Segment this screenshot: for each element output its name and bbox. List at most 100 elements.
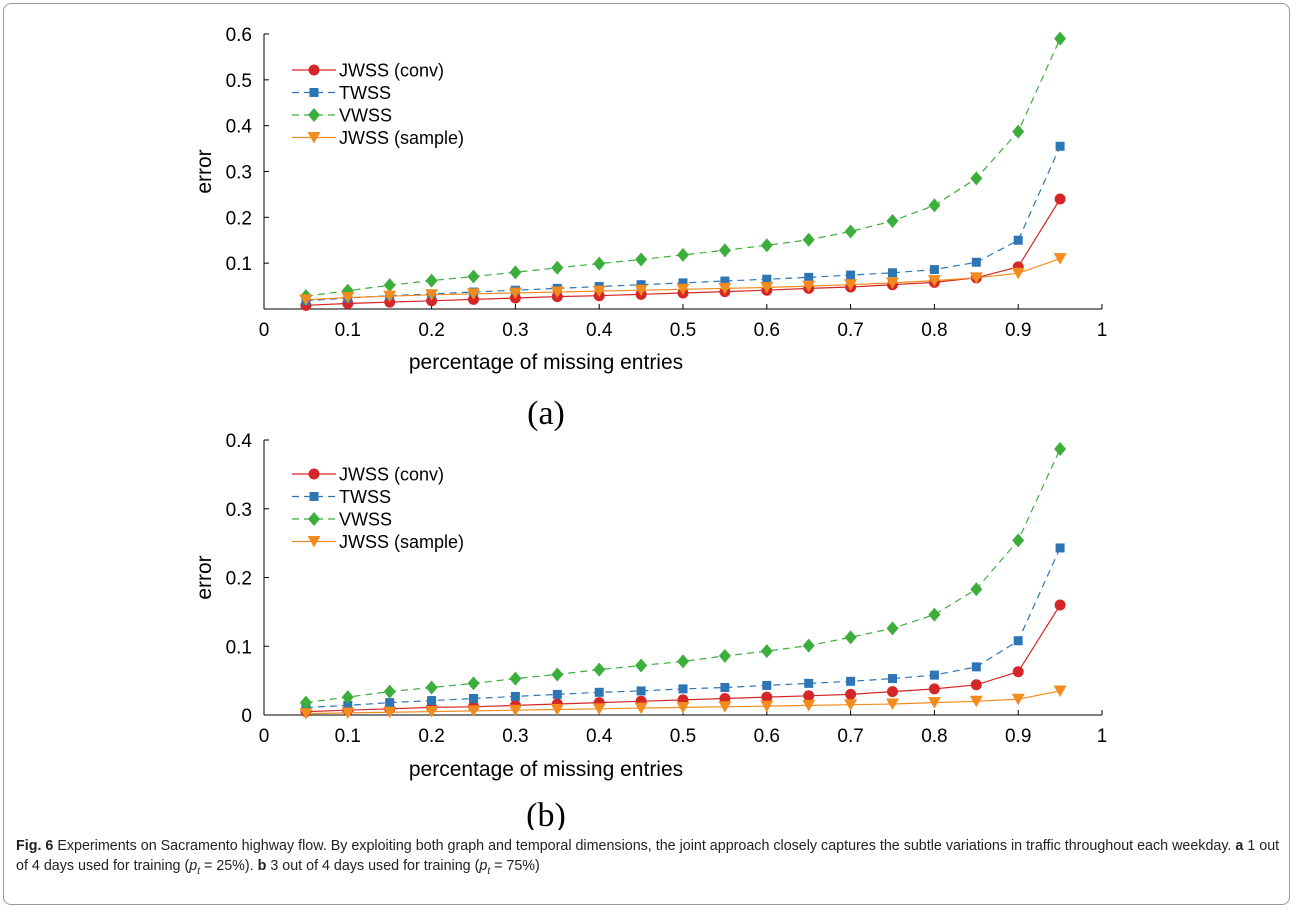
chart-panel-a: 0 0.1 0.2 0.3 0.4 0.5 0.6 0.7 0.8 0.9 1 0.1 0.2 0.3 0.… bbox=[193, 25, 1107, 432]
caption-fig-label: Fig. 6 bbox=[16, 838, 54, 854]
legend-label: JWSS (conv) bbox=[339, 465, 444, 485]
legend-marker bbox=[307, 132, 321, 144]
x-tick-label: 1 bbox=[1097, 726, 1108, 747]
data-point bbox=[425, 273, 438, 288]
data-point bbox=[970, 679, 982, 691]
legend-marker bbox=[308, 512, 320, 526]
data-point bbox=[888, 268, 897, 278]
caption-text: Experiments on Sacramento highway flow. … bbox=[57, 838, 1232, 854]
data-point bbox=[676, 701, 690, 714]
data-point bbox=[550, 704, 564, 716]
y-tick-label: 0.5 bbox=[226, 71, 252, 92]
data-point bbox=[341, 707, 355, 719]
x-tick-label: 0.1 bbox=[335, 320, 361, 341]
x-tick-label: 0.4 bbox=[586, 320, 613, 341]
legend-marker bbox=[308, 468, 320, 480]
data-point bbox=[760, 281, 774, 294]
data-point bbox=[635, 252, 648, 267]
data-point bbox=[1053, 253, 1067, 265]
data-point bbox=[593, 662, 606, 677]
x-tick-label: 0.2 bbox=[418, 320, 444, 341]
data-point bbox=[1054, 193, 1066, 205]
data-point bbox=[592, 703, 606, 715]
x-tick-label: 0.9 bbox=[1005, 320, 1031, 341]
caption-part-b-eq: = 75%) bbox=[490, 858, 540, 874]
data-point bbox=[677, 654, 689, 669]
caption-part-a-p: p bbox=[189, 858, 198, 874]
data-point bbox=[802, 699, 816, 712]
legend-label: TWSS bbox=[339, 83, 391, 103]
data-point bbox=[594, 687, 604, 697]
caption-part-a-label: a bbox=[1235, 838, 1244, 854]
data-point bbox=[552, 689, 562, 699]
data-point bbox=[469, 694, 478, 703]
data-point bbox=[427, 696, 437, 706]
legend-marker bbox=[307, 536, 321, 548]
caption-part-a-sub: t bbox=[197, 865, 200, 877]
data-point bbox=[678, 684, 688, 694]
x-tick-label: 0.9 bbox=[1005, 726, 1031, 747]
data-point bbox=[846, 270, 856, 280]
data-point bbox=[886, 214, 899, 228]
panel-label: (b) bbox=[526, 797, 566, 830]
data-point bbox=[802, 280, 816, 293]
data-point bbox=[718, 648, 731, 663]
x-tick-label: 0.2 bbox=[418, 726, 444, 747]
data-point bbox=[718, 243, 731, 258]
caption-part-b-text: 3 out of 4 days used for training ( bbox=[270, 858, 480, 874]
x-tick-label: 1 bbox=[1097, 320, 1108, 341]
data-point bbox=[1012, 666, 1024, 678]
series-vwss bbox=[299, 441, 1067, 710]
data-point bbox=[1054, 599, 1066, 611]
caption-part-b-sub: t bbox=[487, 865, 491, 877]
series-jwss-sample bbox=[299, 253, 1067, 306]
series-line bbox=[305, 146, 1061, 302]
legend-label: JWSS (conv) bbox=[339, 61, 444, 81]
legend-label: VWSS bbox=[339, 510, 392, 530]
x-axis-label: percentage of missing entries bbox=[409, 351, 683, 374]
data-point bbox=[508, 287, 522, 299]
data-point bbox=[760, 644, 773, 659]
x-tick-label: 0.8 bbox=[921, 320, 947, 341]
y-tick-label: 0 bbox=[241, 706, 252, 727]
data-point bbox=[928, 198, 941, 213]
figure-charts: 0 0.1 0.2 0.3 0.4 0.5 0.6 0.7 0.8 0.9 1 0.1 0.2 0.3 0.… bbox=[193, 25, 1107, 830]
data-point bbox=[929, 670, 939, 680]
data-point bbox=[676, 283, 690, 296]
data-point bbox=[551, 260, 564, 275]
data-point bbox=[802, 638, 815, 653]
x-tick-label: 0.7 bbox=[837, 726, 863, 747]
data-point bbox=[720, 683, 730, 692]
data-point bbox=[762, 274, 772, 284]
data-point bbox=[969, 272, 983, 284]
data-point bbox=[803, 690, 815, 702]
data-point bbox=[385, 698, 395, 708]
data-point bbox=[635, 658, 648, 673]
legend-marker bbox=[309, 88, 319, 97]
data-point bbox=[886, 698, 899, 710]
data-point bbox=[718, 701, 732, 713]
data-point bbox=[760, 238, 773, 253]
data-point bbox=[1055, 543, 1065, 553]
y-tick-label: 0.6 bbox=[226, 25, 252, 46]
data-point bbox=[844, 630, 857, 645]
x-tick-label: 0.5 bbox=[670, 320, 696, 341]
data-point bbox=[383, 278, 396, 293]
caption-part-a-text: 1 out of 4 days used for training ( bbox=[16, 838, 1280, 874]
data-point bbox=[929, 265, 939, 275]
data-point bbox=[510, 691, 520, 701]
x-tick-label: 0 bbox=[259, 726, 270, 747]
x-tick-label: 0 bbox=[259, 320, 270, 341]
data-point bbox=[550, 286, 564, 299]
legend-label: JWSS (sample) bbox=[339, 128, 464, 148]
data-point bbox=[888, 674, 897, 684]
data-point bbox=[1013, 636, 1023, 646]
data-point bbox=[634, 702, 648, 715]
legend-label: VWSS bbox=[339, 106, 392, 126]
data-point bbox=[928, 683, 940, 695]
x-tick-label: 0.6 bbox=[754, 726, 780, 747]
chart-panel-b: 0 0.1 0.2 0.3 0.4 0.5 0.6 0.7 0.8 0.9 1 0 0.1 0.2 0.3 0… bbox=[193, 431, 1107, 830]
data-point bbox=[593, 256, 606, 271]
data-point bbox=[634, 284, 648, 297]
